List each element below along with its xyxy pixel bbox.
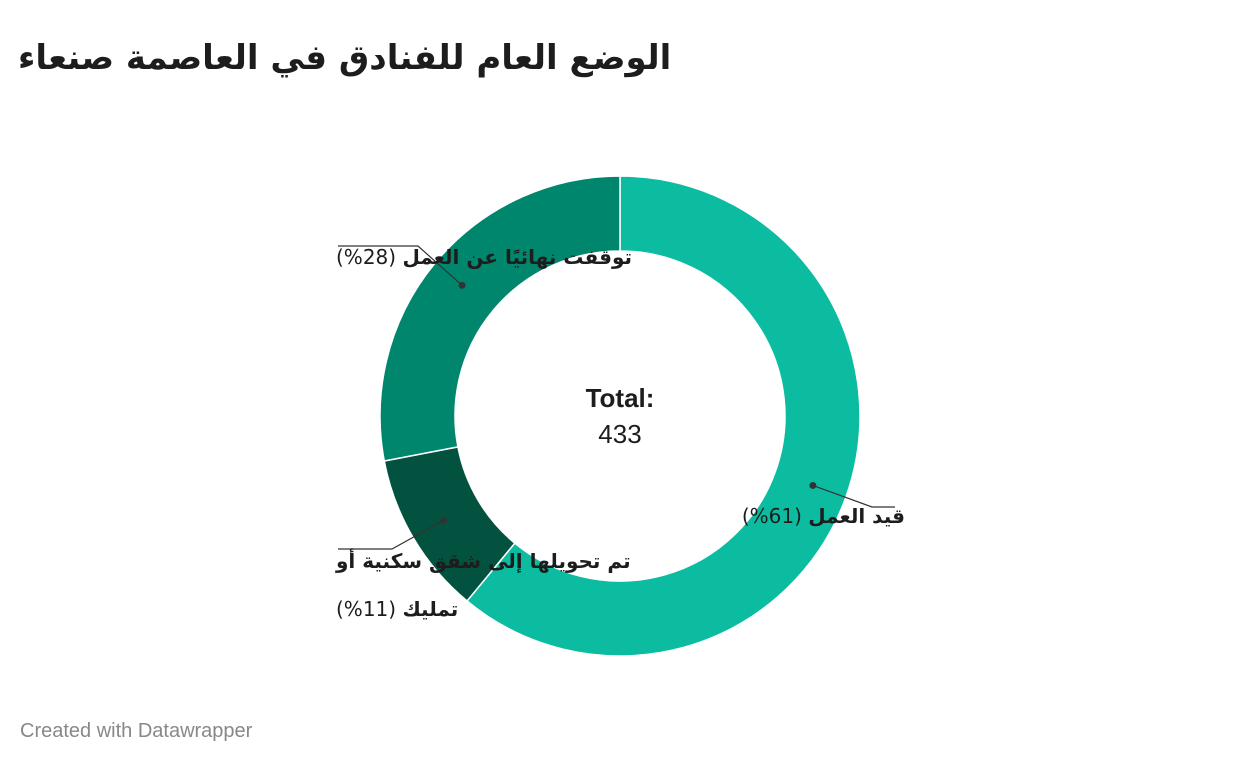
slice-label-2-line-1: تم تحويلها إلى شقق سكنية أو — [335, 547, 631, 573]
center-total-value: 433 — [598, 419, 641, 449]
slice-label-3-line-1: توقفت نهائيًا عن العمل (28%) — [336, 245, 632, 269]
slice-label-1-line-1: قيد العمل (61%) — [742, 504, 905, 528]
donut-slice-3 — [379, 175, 621, 462]
slice-percent-2: (11%) — [336, 597, 402, 621]
footer-credit: Created with Datawrapper — [20, 720, 253, 742]
center-total-heading: Total: — [586, 383, 655, 413]
donut-slice-1 — [465, 175, 861, 657]
slice-percent-3: (28%) — [336, 245, 402, 269]
leader-line-1 — [812, 484, 895, 508]
chart-title: الوضع العام للفنادق في العاصمة صنعاء — [18, 38, 672, 78]
slice-percent-1: (61%) — [742, 504, 808, 528]
leader-line-3 — [338, 245, 463, 286]
slice-label-2-line-2: تمليك (11%) — [336, 597, 458, 621]
leader-line-2 — [338, 519, 444, 550]
